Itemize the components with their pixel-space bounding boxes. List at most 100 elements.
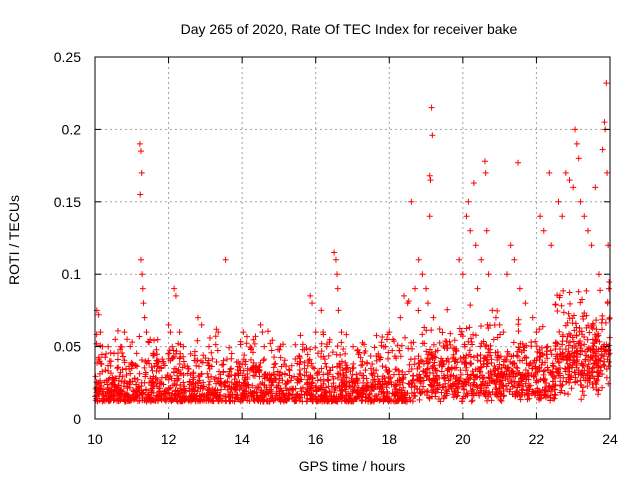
background-point (480, 355, 487, 362)
background-point (516, 346, 523, 353)
background-point (485, 374, 492, 381)
background-point (98, 351, 105, 358)
background-point (164, 389, 171, 396)
background-point (193, 392, 200, 399)
background-point (279, 377, 286, 384)
background-point (406, 361, 413, 368)
background-point (184, 363, 191, 370)
background-point (544, 348, 551, 355)
background-point (93, 340, 100, 347)
background-point (299, 398, 306, 405)
background-point (339, 366, 346, 373)
background-point (415, 353, 422, 360)
roti-point (428, 104, 435, 111)
background-point (135, 383, 142, 390)
background-point (293, 391, 300, 398)
background-point (374, 396, 381, 403)
roti-point (601, 119, 608, 126)
background-point (154, 336, 161, 343)
background-point (457, 371, 464, 378)
background-point (350, 343, 357, 350)
background-point (595, 357, 602, 364)
background-point (317, 376, 324, 383)
background-point (317, 385, 324, 392)
background-point (239, 361, 246, 368)
roti-point (482, 169, 489, 176)
roti-point (342, 350, 349, 357)
background-point (383, 384, 390, 391)
background-point (497, 331, 504, 338)
background-point (551, 391, 558, 398)
background-point (200, 383, 207, 390)
background-point (314, 350, 321, 357)
background-point (498, 398, 505, 405)
background-point (542, 376, 549, 383)
background-point (595, 346, 602, 353)
background-point (543, 351, 550, 358)
roti-point (562, 169, 569, 176)
background-point (356, 349, 363, 356)
background-point (323, 364, 330, 371)
roti-point (595, 271, 602, 278)
background-point (424, 392, 431, 399)
background-point (523, 360, 530, 367)
background-point (395, 367, 402, 374)
background-point (268, 386, 275, 393)
background-point (294, 360, 301, 367)
background-point (213, 359, 220, 366)
background-point (96, 370, 103, 377)
background-point (510, 373, 517, 380)
background-point (269, 337, 276, 344)
background-point (344, 364, 351, 371)
background-point (416, 396, 423, 403)
background-point (209, 355, 216, 362)
background-point (550, 395, 557, 402)
background-point (218, 397, 225, 404)
background-point (272, 375, 279, 382)
background-point (550, 373, 557, 380)
background-point (155, 388, 162, 395)
roti-point (154, 358, 161, 365)
background-point (239, 396, 246, 403)
background-point (452, 380, 459, 387)
background-point (461, 343, 468, 350)
background-point (431, 353, 438, 360)
background-point (166, 385, 173, 392)
background-point (571, 327, 578, 334)
roti-point (426, 172, 433, 179)
background-point (121, 359, 128, 366)
background-point (153, 346, 160, 353)
background-point (298, 376, 305, 383)
background-point (552, 375, 559, 382)
background-point (131, 375, 138, 382)
roti-point (504, 271, 510, 278)
background-point (102, 367, 109, 374)
background-point (198, 392, 205, 399)
background-point (353, 395, 360, 402)
background-point (578, 396, 585, 403)
roti-point (604, 169, 611, 176)
background-point (194, 337, 201, 344)
roti-point (250, 372, 257, 379)
roti-point (136, 140, 143, 147)
roti-point (165, 321, 172, 328)
background-point (415, 307, 422, 314)
background-point (511, 360, 518, 367)
background-point (173, 348, 180, 355)
background-point (159, 356, 166, 363)
background-point (277, 398, 284, 405)
background-point (483, 342, 490, 349)
roti-point (481, 158, 488, 165)
y-tick-label: 0.25 (54, 49, 81, 65)
background-point (247, 343, 254, 350)
background-point (186, 381, 193, 388)
background-point (261, 371, 268, 378)
background-point (523, 387, 530, 394)
background-point (404, 390, 411, 397)
roti-point (522, 300, 529, 307)
background-point (523, 342, 530, 349)
background-point (228, 355, 235, 362)
background-point (175, 366, 182, 373)
background-point (354, 388, 361, 395)
background-point (500, 393, 507, 400)
